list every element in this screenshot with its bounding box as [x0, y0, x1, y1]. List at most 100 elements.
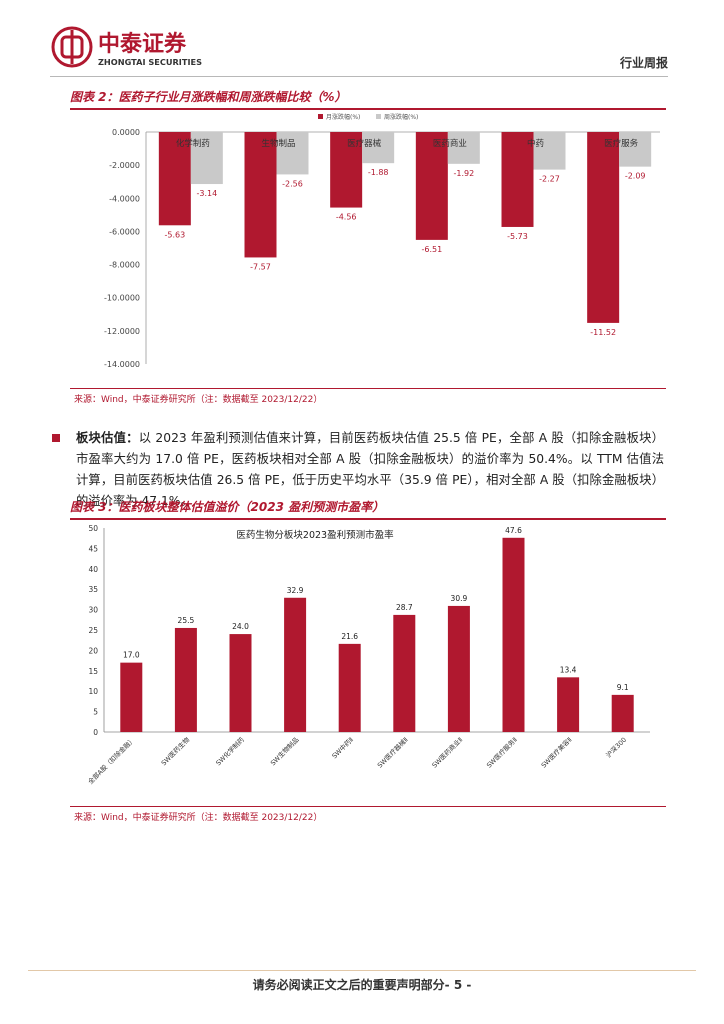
legend-label: 周涨跌幅(%)	[384, 113, 418, 121]
category-label: 化学制药	[176, 138, 210, 149]
category-label: SW医疗服务Ⅱ	[484, 735, 518, 769]
bar-value-label: 13.4	[560, 665, 577, 674]
bar-value-label: 9.1	[617, 683, 629, 692]
bar	[557, 677, 580, 732]
y-tick-label: 0.0000	[112, 128, 140, 137]
figure3-source: 来源：Wind，中泰证券研究所（注：数据截至 2023/12/22）	[74, 813, 323, 823]
y-tick-label: -4.0000	[109, 194, 140, 203]
y-tick-label: 45	[88, 544, 98, 553]
bar	[284, 597, 307, 732]
figure3-bottom-rule	[70, 806, 666, 807]
category-label: 全部A股（扣除金融）	[86, 735, 137, 786]
bar-value-label: -11.52	[590, 328, 616, 337]
bar-value-label: 24.0	[232, 622, 249, 631]
bar-value-label: -3.14	[196, 189, 217, 198]
bar-monthly	[501, 132, 534, 227]
bar	[611, 694, 634, 732]
category-label: 医疗器械	[347, 138, 382, 149]
category-label: SW医药商业Ⅱ	[430, 735, 464, 769]
category-label: 医疗服务	[604, 138, 639, 149]
bar-value-label: -5.63	[164, 230, 185, 239]
bar	[120, 662, 143, 732]
category-label: 中药	[527, 138, 544, 149]
y-tick-label: 5	[93, 708, 98, 717]
y-tick-label: -2.0000	[109, 161, 140, 170]
bar-value-label: -1.88	[368, 168, 389, 177]
bar-weekly	[276, 132, 309, 175]
bar	[393, 614, 416, 732]
y-tick-label: -14.0000	[104, 360, 140, 369]
y-tick-label: -10.0000	[104, 294, 140, 303]
category-label: SW医疗器械Ⅱ	[375, 735, 409, 769]
bar	[447, 605, 470, 732]
legend-swatch	[318, 114, 323, 119]
category-label: SW中药Ⅱ	[330, 735, 355, 760]
bar-monthly	[587, 132, 620, 323]
y-tick-label: 25	[88, 626, 98, 635]
category-label: SW生物制品	[268, 735, 300, 767]
legend-label: 月涨跌幅(%)	[326, 113, 360, 121]
document-type: 行业周报	[619, 56, 668, 70]
figure2-bottom-rule	[70, 388, 666, 389]
y-tick-label: 40	[88, 565, 98, 574]
bar-monthly	[330, 132, 363, 208]
bar-value-label: 47.6	[505, 526, 522, 535]
y-tick-label: -8.0000	[109, 261, 140, 270]
bar-weekly	[447, 132, 480, 164]
bar-value-label: 25.5	[178, 616, 195, 625]
category-label: SW医药生物	[159, 735, 192, 768]
bar-value-label: -2.56	[282, 179, 303, 188]
y-tick-label: -6.0000	[109, 227, 140, 236]
bar-value-label: -5.73	[507, 232, 528, 241]
paragraph-lead: 板块估值：	[76, 431, 139, 445]
bar-monthly	[244, 132, 277, 258]
bar	[502, 537, 525, 732]
figure3-chart: 0 5 10 15 20 25 30 35 40 45 50 医药生物分板块2023盈利预测市盈率 17…	[86, 524, 650, 786]
bar-value-label: 30.9	[451, 594, 468, 603]
bar-value-label: -6.51	[421, 245, 442, 254]
figure3-title: 图表 3：医药板块整体估值溢价（2023 盈利预测市盈率）	[70, 498, 666, 520]
y-tick-label: 30	[88, 606, 98, 615]
bar	[229, 634, 252, 732]
bullet-square	[52, 434, 60, 442]
bar-value-label: -2.27	[539, 175, 560, 184]
bar	[174, 627, 197, 732]
bar-weekly	[533, 132, 566, 170]
bar-value-label: -4.56	[336, 213, 357, 222]
y-tick-label: 10	[88, 687, 98, 696]
legend-swatch	[376, 114, 381, 119]
company-logo: 中泰证券 ZHONGTAI SECURITIES	[50, 22, 250, 72]
bar-weekly	[190, 132, 223, 185]
bar-monthly	[158, 132, 191, 226]
bar-value-label: -2.09	[625, 172, 646, 181]
logo-name-en: ZHONGTAI SECURITIES	[98, 57, 202, 67]
bar-value-label: 32.9	[287, 586, 304, 595]
bar-value-label: -7.57	[250, 262, 271, 271]
category-label: SW化学制药	[214, 735, 247, 768]
y-tick-label: 20	[88, 646, 98, 655]
bar-weekly	[362, 132, 395, 164]
y-tick-label: 35	[88, 585, 98, 594]
footer-disclaimer: 请务必阅读正文之后的重要声明部分- 5 -	[252, 978, 472, 992]
category-label: 医药商业	[433, 138, 467, 149]
bar-monthly	[415, 132, 448, 240]
figure2-chart: 0.0000 -2.0000 -4.0000 -6.0000 -8.0000 -10.00…	[104, 113, 660, 369]
category-label: SW医疗美容Ⅱ	[539, 735, 573, 769]
figure2-title: 图表 2：医药子行业月涨跌幅和周涨跌幅比较（%）	[70, 88, 666, 110]
y-tick-label: 15	[88, 667, 98, 676]
valuation-paragraph: 板块估值：以 2023 年盈利预测估值来计算，目前医药板块估值 25.5 倍 P…	[76, 428, 664, 512]
bar	[338, 643, 361, 732]
category-label: 生物制品	[261, 138, 295, 149]
footer-divider	[28, 970, 696, 971]
y-tick-label: -12.0000	[104, 327, 140, 336]
category-label: 沪深300	[604, 735, 628, 759]
chart-title: 医药生物分板块2023盈利预测市盈率	[236, 529, 394, 541]
bar-value-label: 17.0	[123, 651, 140, 660]
y-tick-label: 0	[93, 728, 98, 737]
figure2-source: 来源：Wind，中泰证券研究所（注：数据截至 2023/12/22）	[74, 395, 323, 405]
header-divider	[50, 76, 668, 77]
bar-weekly	[619, 132, 652, 167]
bar-value-label: -1.92	[453, 169, 474, 178]
paragraph-text: 以 2023 年盈利预测估值来计算，目前医药板块估值 25.5 倍 PE，全部 …	[76, 431, 664, 508]
bar-value-label: 21.6	[341, 632, 358, 641]
